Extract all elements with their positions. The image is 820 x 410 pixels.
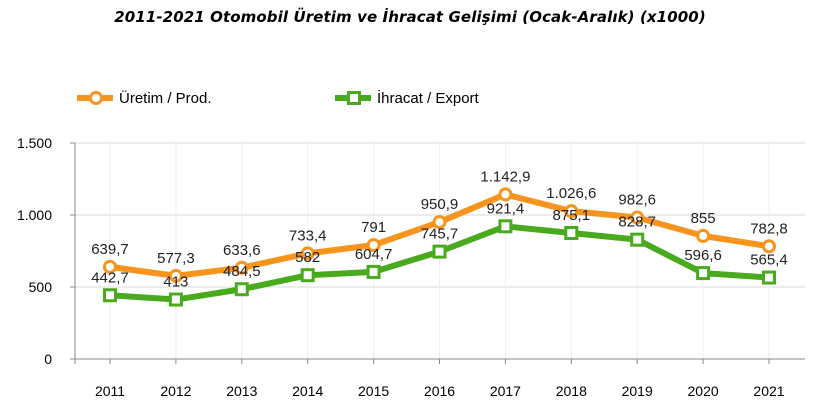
export-data-label: 745,7 bbox=[421, 226, 459, 243]
export-point bbox=[432, 244, 447, 259]
legend-item-export: İhracat / Export bbox=[335, 88, 479, 108]
production-data-label: 855 bbox=[691, 210, 716, 227]
production-point bbox=[564, 204, 579, 219]
x-tick-label: 2013 bbox=[226, 383, 257, 399]
export-data-label: 565,4 bbox=[750, 252, 788, 269]
y-tick-label: 500 bbox=[29, 279, 53, 295]
legend-item-production: Üretim / Prod. bbox=[77, 88, 212, 108]
production-data-label: 733,4 bbox=[289, 227, 327, 244]
production-point bbox=[366, 238, 381, 253]
export-data-label: 596,6 bbox=[684, 247, 722, 264]
production-data-label: 782,8 bbox=[750, 220, 788, 237]
export-point bbox=[300, 268, 315, 283]
x-tick-label: 2016 bbox=[424, 383, 455, 399]
export-point bbox=[564, 225, 579, 240]
export-data-label: 442,7 bbox=[91, 269, 129, 286]
y-tick-label: 0 bbox=[44, 351, 52, 367]
production-point bbox=[630, 210, 645, 225]
production-legend-swatch bbox=[77, 91, 113, 105]
export-data-label: 921,4 bbox=[487, 200, 525, 217]
x-tick-label: 2014 bbox=[292, 383, 323, 399]
x-tick-label: 2012 bbox=[160, 383, 191, 399]
production-data-label: 1.026,6 bbox=[546, 185, 596, 202]
export-point bbox=[762, 270, 776, 285]
export-data-label: 828,7 bbox=[618, 214, 656, 231]
legend-label-export: İhracat / Export bbox=[377, 89, 479, 107]
x-tick-label: 2021 bbox=[753, 383, 784, 399]
chart-title: 2011-2021 Otomobil Üretim ve İhracat Gel… bbox=[114, 8, 706, 26]
export-data-label: 582 bbox=[295, 249, 320, 266]
export-point bbox=[498, 219, 513, 234]
production-point bbox=[300, 246, 315, 261]
production-data-label: 1.142,9 bbox=[480, 168, 530, 185]
production-point bbox=[234, 260, 249, 275]
production-data-label: 577,3 bbox=[157, 250, 195, 267]
export-point bbox=[234, 282, 249, 297]
export-point bbox=[630, 232, 645, 247]
export-data-label: 875,1 bbox=[553, 207, 591, 224]
export-point bbox=[696, 266, 711, 281]
export-point bbox=[103, 288, 117, 303]
export-legend-swatch bbox=[335, 91, 371, 105]
export-data-label: 413 bbox=[163, 274, 188, 291]
y-tick-label: 1.000 bbox=[17, 207, 52, 223]
x-tick-label: 2017 bbox=[490, 383, 521, 399]
y-tick-label: 1.500 bbox=[17, 135, 52, 151]
export-data-label: 604,7 bbox=[355, 246, 393, 263]
export-point bbox=[168, 292, 183, 307]
production-point bbox=[696, 228, 711, 243]
production-data-label: 639,7 bbox=[91, 241, 129, 258]
x-tick-label: 2018 bbox=[556, 383, 587, 399]
x-tick-label: 2015 bbox=[358, 383, 389, 399]
production-data-label: 791 bbox=[361, 219, 386, 236]
production-point bbox=[103, 259, 117, 274]
export-point bbox=[366, 264, 381, 279]
legend-label-production: Üretim / Prod. bbox=[119, 89, 212, 107]
production-point bbox=[168, 268, 183, 283]
production-data-label: 633,6 bbox=[223, 242, 261, 259]
x-tick-label: 2020 bbox=[688, 383, 719, 399]
x-tick-label: 2011 bbox=[95, 383, 125, 399]
x-tick-label: 2019 bbox=[622, 383, 653, 399]
production-point bbox=[498, 187, 513, 202]
production-point bbox=[762, 239, 776, 254]
production-data-label: 982,6 bbox=[618, 192, 656, 209]
export-data-label: 484,5 bbox=[223, 263, 261, 280]
production-data-label: 950,9 bbox=[421, 196, 459, 213]
production-point bbox=[432, 215, 447, 230]
